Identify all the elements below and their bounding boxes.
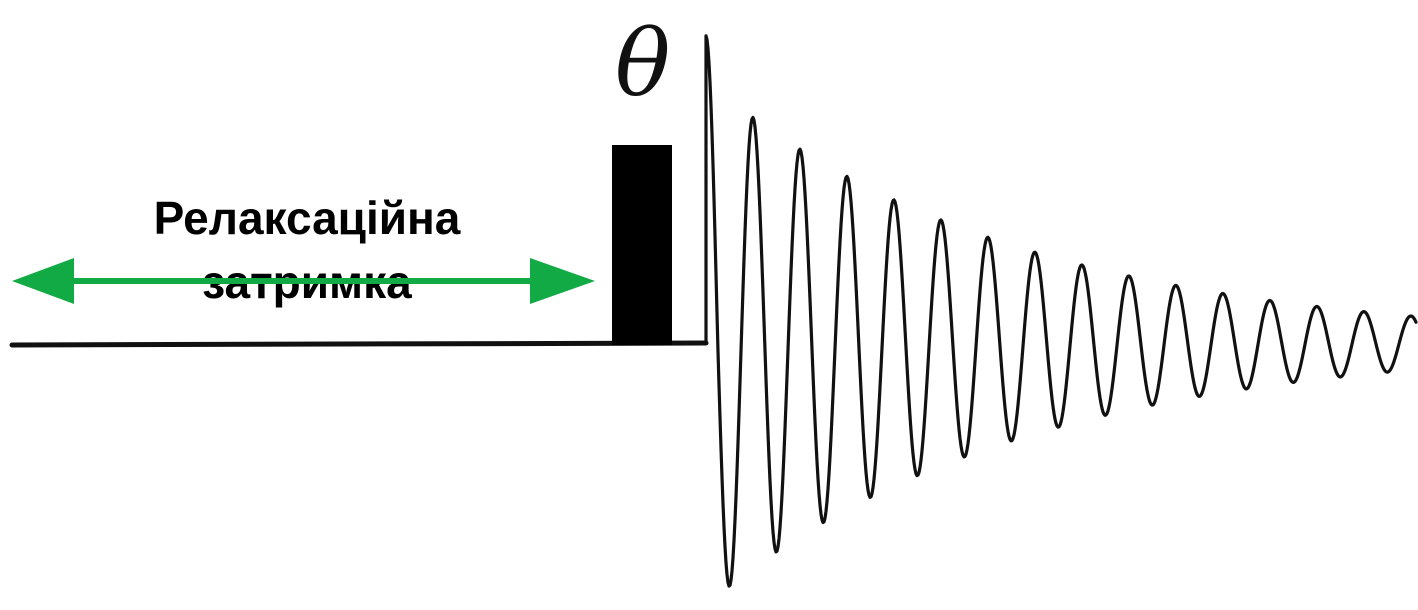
pulse-block: [612, 145, 672, 345]
relaxation-delay-label-line1: Релаксаційна: [154, 192, 461, 244]
fid-signal: [704, 34, 1418, 588]
baseline: [9, 340, 709, 348]
pulse-angle-label: θ: [615, 10, 670, 117]
arrow-head-left: [12, 258, 74, 304]
arrow-head-right: [530, 258, 595, 304]
relaxation-delay-arrow: [12, 258, 595, 304]
